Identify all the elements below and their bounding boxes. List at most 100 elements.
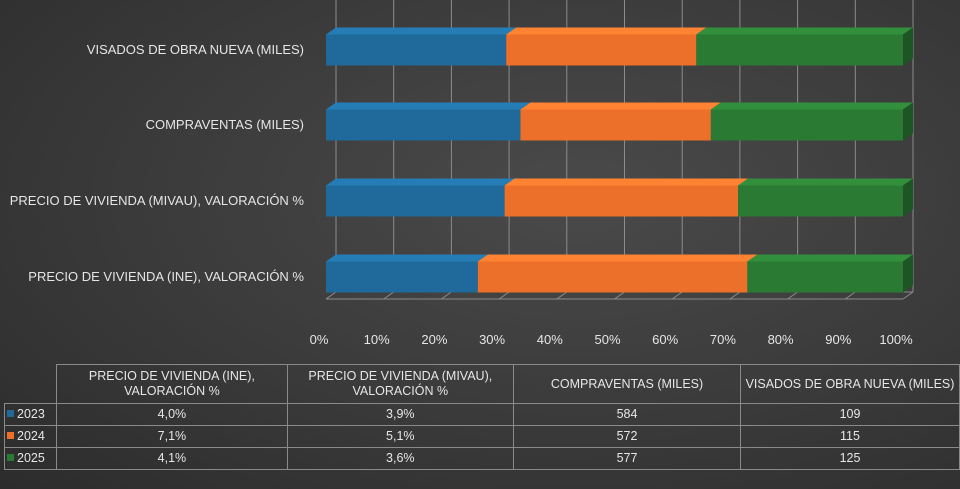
bar-top	[477, 254, 758, 262]
legend-swatch-2023	[7, 410, 14, 417]
bar-segment-2025-0	[747, 254, 913, 293]
category-label: PRECIO DE VIVIENDA (MIVAU), VALORACIÓN %	[10, 193, 305, 208]
gridline-foot	[787, 291, 798, 300]
table-row: 2023 4,0% 3,9% 584 109	[3, 403, 960, 426]
series-key: 2023	[3, 403, 58, 426]
x-tick-label: 30%	[479, 332, 505, 347]
stacked-bar-chart: PRECIO DE VIVIENDA (INE), VALORACIÓN % PR…	[10, 0, 914, 347]
bar-side	[903, 254, 913, 293]
bar-segment-2025-2	[710, 102, 913, 141]
table-cell: 7,1%	[56, 425, 288, 448]
gridline-foot	[729, 291, 741, 300]
x-tick-label: 90%	[825, 332, 851, 347]
table-cell: 115	[739, 425, 960, 448]
table-header: VISADOS DE OBRA NUEVA (MILES)	[739, 364, 960, 404]
bar-top	[504, 178, 749, 186]
series-name: 2023	[17, 407, 45, 421]
gridline-foot	[498, 291, 510, 300]
gridline-foot	[556, 291, 568, 300]
table-header: PRECIO DE VIVIENDA (INE), VALORACIÓN %	[56, 364, 288, 404]
bar-front	[326, 185, 505, 217]
bar-segment-2023-3	[326, 27, 517, 66]
bar-front	[477, 261, 748, 293]
bar-segment-2025-3	[696, 27, 913, 66]
table-header: PRECIO DE VIVIENDA (MIVAU), VALORACIÓN %	[286, 364, 515, 404]
bar-front	[326, 34, 507, 66]
category-label: COMPRAVENTAS (MILES)	[146, 117, 304, 132]
bar-front	[506, 34, 697, 66]
table-cell: 4,0%	[56, 403, 288, 426]
series-key: 2024	[3, 425, 58, 448]
table-row: 2025 4,1% 3,6% 577 125	[3, 447, 960, 470]
bar-top	[738, 178, 913, 186]
table-corner	[4, 364, 58, 404]
bar-front	[326, 109, 521, 141]
table-cell: 584	[513, 403, 741, 426]
bar-side	[903, 178, 913, 217]
x-tick-label: 0%	[310, 332, 329, 347]
bar-top	[326, 178, 515, 186]
bar-segment-2023-1	[326, 178, 515, 217]
bar-segment-2024-0	[477, 254, 758, 293]
bar-top	[326, 102, 531, 110]
category-labels: PRECIO DE VIVIENDA (INE), VALORACIÓN % PR…	[10, 42, 305, 284]
bar-segment-2024-1	[504, 178, 749, 217]
series-key: 2025	[3, 447, 58, 470]
gridline-foot	[671, 291, 683, 300]
bar-side	[903, 27, 913, 66]
gridline-foot	[902, 291, 914, 300]
x-tick-label: 50%	[594, 332, 620, 347]
bar-top	[326, 27, 517, 35]
table-cell: 125	[739, 447, 960, 470]
x-tick-label: 20%	[421, 332, 447, 347]
gridline-foot	[325, 291, 337, 300]
data-table: PRECIO DE VIVIENDA (INE), VALORACIÓN % P…	[3, 364, 960, 470]
bar-front	[520, 109, 711, 141]
bar-side	[903, 102, 913, 141]
x-tick-label: 60%	[652, 332, 678, 347]
category-label: VISADOS DE OBRA NUEVA (MILES)	[87, 42, 304, 57]
series-name: 2025	[17, 451, 45, 465]
gridline-foot	[441, 291, 452, 300]
bar-top	[520, 102, 721, 110]
bar-segment-2023-2	[326, 102, 531, 141]
gridline-foot	[845, 291, 856, 300]
legend-swatch-2025	[7, 454, 14, 461]
gridline-foot	[614, 291, 625, 300]
table-cell: 577	[513, 447, 741, 470]
legend-swatch-2024	[7, 432, 14, 439]
bar-segment-2024-2	[520, 102, 721, 141]
x-tick-label: 100%	[879, 332, 913, 347]
series-name: 2024	[17, 429, 45, 443]
bar-segment-2024-3	[506, 27, 707, 66]
bar-top	[506, 27, 707, 35]
table-cell: 4,1%	[56, 447, 288, 470]
x-tick-label: 70%	[710, 332, 736, 347]
bar-top	[326, 254, 488, 262]
table-cell: 572	[513, 425, 741, 448]
gridline-foot	[383, 291, 394, 300]
bar-front	[326, 261, 478, 293]
bar-segment-2025-1	[738, 178, 913, 217]
x-tick-labels: 0% 10% 20% 30% 40% 50% 60% 70% 80% 90% 100%	[310, 332, 913, 347]
bar-front	[504, 185, 739, 217]
bars	[326, 27, 913, 293]
x-tick-label: 40%	[537, 332, 563, 347]
table-header: COMPRAVENTAS (MILES)	[513, 364, 741, 404]
bar-front	[710, 109, 903, 141]
x-tick-label: 10%	[364, 332, 390, 347]
table-cell: 5,1%	[286, 425, 515, 448]
category-label: PRECIO DE VIVIENDA (INE), VALORACIÓN %	[28, 269, 304, 284]
bar-top	[747, 254, 913, 262]
table-row: 2024 7,1% 5,1% 572 115	[3, 425, 960, 448]
table-cell: 3,6%	[286, 447, 515, 470]
bar-front	[738, 185, 903, 217]
bar-top	[710, 102, 913, 110]
bar-front	[696, 34, 903, 66]
bar-top	[696, 27, 913, 35]
table-cell: 109	[739, 403, 960, 426]
table-cell: 3,9%	[286, 403, 515, 426]
x-tick-label: 80%	[768, 332, 794, 347]
bar-front	[747, 261, 903, 293]
bar-segment-2023-0	[326, 254, 488, 293]
